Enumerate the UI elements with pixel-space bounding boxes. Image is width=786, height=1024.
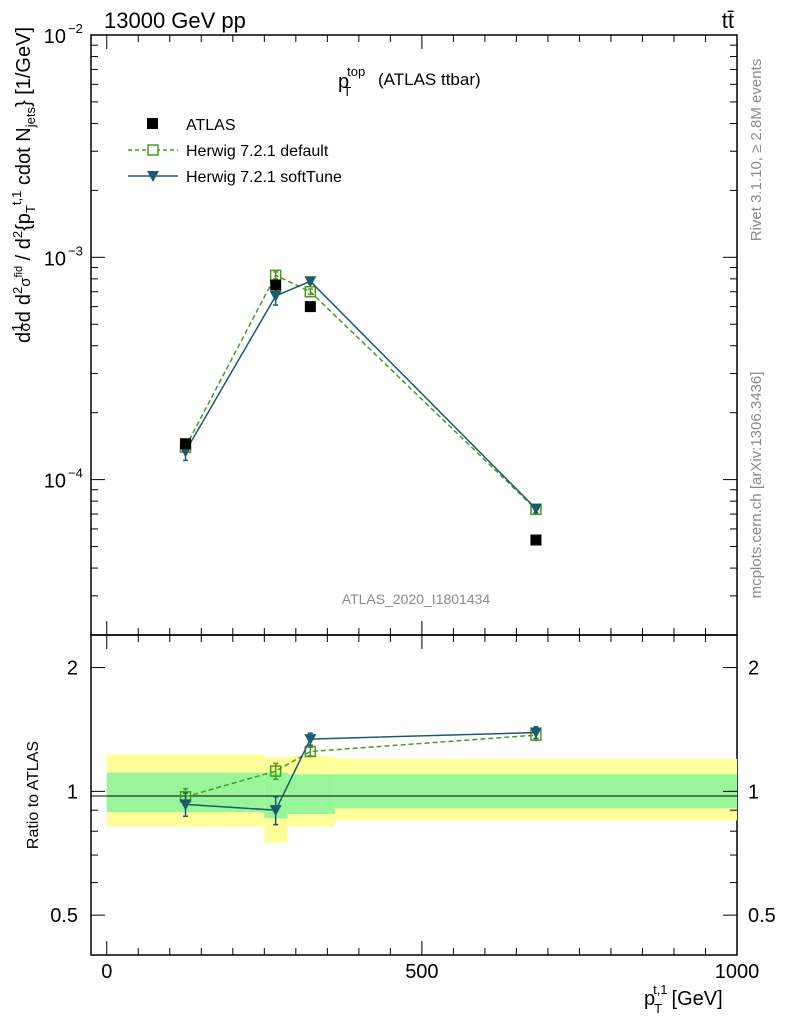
main-y-tick-label: 10 xyxy=(44,248,66,270)
xlabel-unit: [GeV] xyxy=(672,988,723,1010)
ratio-y-tick-label-right: 0.5 xyxy=(748,905,776,927)
ratio-point-herwig-7-2-1-default xyxy=(269,765,282,777)
plot-title: ptop T (ATLAS ttbar) xyxy=(338,64,481,101)
legend-label-atlas: ATLAS xyxy=(186,117,236,134)
ratio-y-tick-label-left: 0.5 xyxy=(50,905,78,927)
ratio-y-tick-label-right: 1 xyxy=(748,781,759,803)
ratio-line-herwig-7-2-1-default xyxy=(185,734,537,798)
main-y-axis-label: d1σdd2σfid / d2{pTt,1 cdot Njets} [1/GeV… xyxy=(9,27,38,343)
x-tick-label: 1000 xyxy=(715,961,760,983)
main-y-ticks: 10−210−310−4 xyxy=(44,21,737,636)
data-point-atlas xyxy=(270,279,282,291)
x-tick-labels: 0 500 1000 xyxy=(101,961,759,983)
series-line-herwig-7-2-1-default xyxy=(184,274,537,510)
ratio-y-axis-label: Ratio to ATLAS xyxy=(25,741,42,849)
process-label: tt̄ xyxy=(722,8,734,33)
x-tick-label: 500 xyxy=(405,961,438,983)
plot-title-main: p xyxy=(338,71,349,93)
x-axis-label: pTt,1 [GeV] xyxy=(644,982,723,1016)
mcplots-note: mcplots.cern.ch [arXiv:1306.3436] xyxy=(748,372,765,599)
data-point-atlas xyxy=(530,534,542,546)
ratio-x-ticks xyxy=(106,635,738,955)
main-y-tick-exponent: −3 xyxy=(68,243,83,258)
ylabel-unit: } [1/GeV] xyxy=(13,27,35,107)
ratio-y-tick-label-left: 1 xyxy=(67,781,78,803)
data-point-herwig-7-2-1-softtune xyxy=(269,290,282,302)
xlabel-sup: t,1 xyxy=(653,982,667,997)
plot-title-sub: T xyxy=(343,84,351,99)
ratio-data xyxy=(179,726,542,826)
ratio-bands xyxy=(106,754,737,843)
legend-marker-default xyxy=(147,144,159,156)
ratio-point-herwig-7-2-1-softtune xyxy=(269,805,282,817)
series-line-herwig-7-2-1-softtune xyxy=(184,280,537,510)
xlabel-main: p xyxy=(644,988,655,1010)
rivet-note: Rivet 3.1.10, ≥ 2.8M events xyxy=(748,59,765,242)
legend: ATLAS Herwig 7.2.1 default Herwig 7.2.1 … xyxy=(128,117,342,186)
ratio-y-tick-label-right: 2 xyxy=(748,658,759,680)
xlabel-sub: T xyxy=(654,1001,662,1016)
ratio-point-herwig-7-2-1-softtune xyxy=(529,727,542,739)
ratio-panel: 0.5 0.5 1 1 2 2 Ratio to ATLAS xyxy=(25,634,776,956)
main-y-tick-exponent: −2 xyxy=(68,21,83,36)
legend-marker-atlas xyxy=(147,118,158,129)
ratio-band-inner xyxy=(334,774,737,809)
plot-title-suffix: (ATLAS ttbar) xyxy=(378,70,481,89)
ratio-point-herwig-7-2-1-default xyxy=(304,745,317,758)
data-point-herwig-7-2-1-softtune xyxy=(529,503,542,515)
main-y-tick-exponent: −4 xyxy=(68,466,83,481)
ratio-y-tick-label-left: 2 xyxy=(67,658,78,680)
legend-marker-softtune xyxy=(147,171,159,182)
data-point-herwig-7-2-1-softtune xyxy=(304,276,317,288)
energy-label: 13000 GeV pp xyxy=(104,8,246,33)
main-x-ticks xyxy=(106,35,738,635)
data-point-atlas xyxy=(180,438,192,450)
main-data xyxy=(179,269,542,546)
x-tick-label: 0 xyxy=(101,961,112,983)
data-point-atlas xyxy=(304,301,316,313)
ratio-band-inner xyxy=(287,774,335,815)
ratio-point-herwig-7-2-1-softtune xyxy=(179,799,192,811)
ratio-y-ticks: 0.5 0.5 1 1 2 2 xyxy=(50,658,776,956)
ratio-line-herwig-7-2-1-softtune xyxy=(185,731,536,811)
plot-title-sup: top xyxy=(347,64,365,79)
main-panel: 10−210−310−4 ptop T (ATLAS ttbar) ATLAS H… xyxy=(9,21,738,636)
analysis-label: ATLAS_2020_I1801434 xyxy=(342,591,491,607)
ratio-point-herwig-7-2-1-softtune xyxy=(304,734,317,746)
main-y-tick-label: 10 xyxy=(44,471,66,493)
main-y-tick-label: 10 xyxy=(44,26,66,48)
legend-label-default: Herwig 7.2.1 default xyxy=(186,143,329,160)
legend-label-softtune: Herwig 7.2.1 softTune xyxy=(186,169,342,186)
ylabel-part-d: d xyxy=(13,332,35,343)
